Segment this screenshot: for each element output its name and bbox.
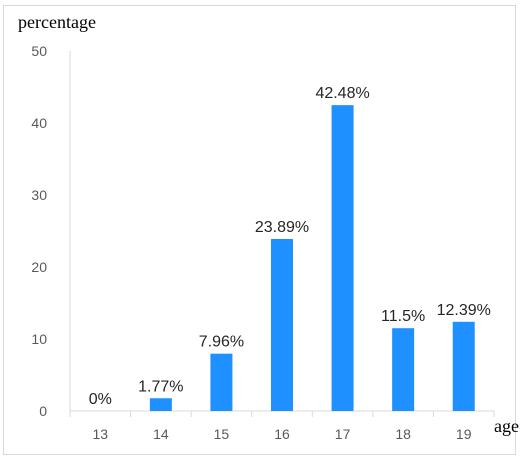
y-tick-label: 20 xyxy=(31,259,47,275)
x-tick-label: 16 xyxy=(274,426,290,442)
x-tick-label: 17 xyxy=(335,426,351,442)
bar xyxy=(331,105,354,412)
data-label: 42.48% xyxy=(315,85,369,102)
chart-frame xyxy=(3,5,516,455)
bar xyxy=(271,238,293,411)
x-tick-label: 19 xyxy=(456,426,472,442)
data-label: 12.39% xyxy=(437,302,491,319)
bar xyxy=(210,353,233,411)
bar xyxy=(452,321,475,411)
data-label: 11.5% xyxy=(381,308,425,325)
bar xyxy=(392,328,415,411)
x-tick-label: 18 xyxy=(395,426,411,442)
y-tick-label: 10 xyxy=(31,331,47,347)
x-tick-label: 14 xyxy=(153,426,169,442)
y-tick-label: 40 xyxy=(31,115,47,131)
data-label: 23.89% xyxy=(255,219,309,236)
x-tick-label: 15 xyxy=(214,426,230,442)
y-tick-label: 0 xyxy=(39,403,47,419)
x-axis-title: age xyxy=(494,416,519,436)
y-tick-label: 30 xyxy=(31,187,47,203)
bar xyxy=(149,398,172,411)
data-label: 1.77% xyxy=(138,378,183,395)
y-axis-title: percentage xyxy=(18,12,96,32)
x-tick-label: 13 xyxy=(92,426,108,442)
y-tick-label: 50 xyxy=(31,43,47,59)
data-label: 0% xyxy=(89,391,112,408)
data-label: 7.96% xyxy=(199,334,244,351)
